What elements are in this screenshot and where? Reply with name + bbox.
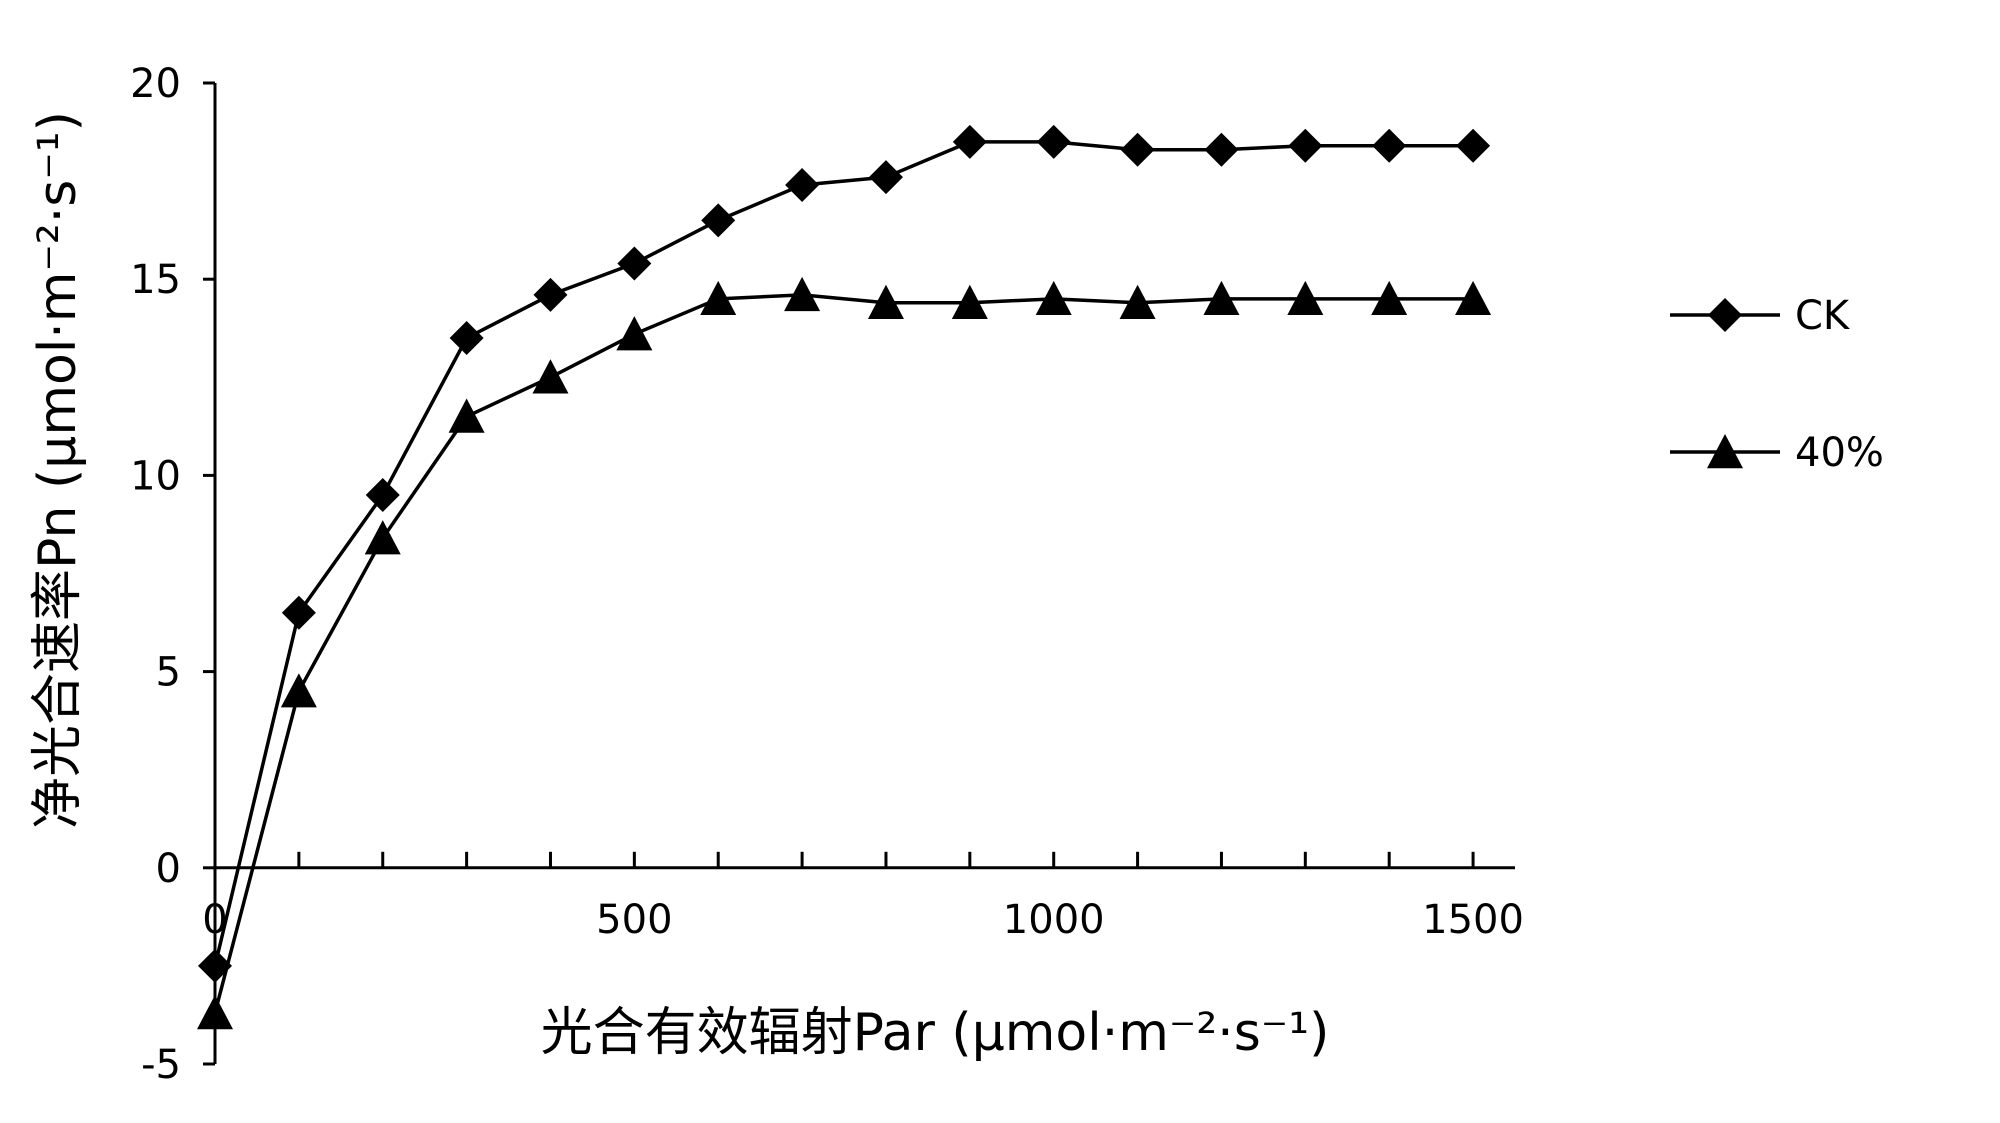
x-tick-label: 1000 — [1003, 897, 1105, 943]
series-triangle — [197, 276, 1492, 1030]
data-point — [1455, 280, 1492, 316]
series-line — [213, 140, 1474, 967]
data-point — [951, 284, 988, 319]
legend-label: CK — [1795, 293, 1851, 339]
legend-item: CK — [1670, 293, 1851, 339]
data-point — [1203, 280, 1240, 316]
data-point — [1287, 280, 1324, 316]
data-point — [1288, 128, 1323, 163]
data-point — [1204, 132, 1239, 167]
legend-item: 40% — [1670, 430, 1884, 476]
data-point — [952, 124, 987, 159]
data-point — [1372, 128, 1407, 163]
data-point — [364, 520, 401, 555]
series-diamond — [198, 124, 1491, 983]
y-axis-title: 净光合速率Pn (μmol·m⁻²·s⁻¹) — [28, 111, 88, 829]
y-tick-label: 15 — [130, 257, 181, 303]
y-tick-label: 5 — [156, 650, 181, 696]
data-point — [700, 280, 737, 316]
data-point — [867, 284, 904, 319]
data-point — [533, 277, 568, 312]
data-point — [532, 359, 569, 394]
series-layer — [197, 124, 1492, 1030]
data-point — [1035, 280, 1072, 316]
data-point — [868, 160, 903, 195]
data-point — [365, 478, 400, 513]
data-point — [280, 673, 317, 708]
data-point — [1456, 128, 1491, 163]
y-tick-label: -5 — [141, 1042, 181, 1088]
data-point — [784, 276, 821, 312]
data-point — [785, 168, 820, 203]
data-point — [1371, 280, 1408, 316]
data-point — [701, 203, 736, 238]
legend: CK 40% — [1670, 293, 1884, 476]
x-axis-title: 光合有效辐射Par (μmol·m⁻²·s⁻¹) — [541, 1003, 1330, 1063]
y-tick-label: 10 — [130, 453, 181, 499]
x-tick-label: 1500 — [1422, 897, 1524, 943]
data-point — [1036, 124, 1071, 159]
data-point — [1119, 284, 1156, 319]
data-point — [617, 246, 652, 281]
data-point — [197, 994, 233, 1030]
legend-label: 40% — [1795, 430, 1884, 476]
y-tick-label: 0 — [156, 846, 181, 892]
data-point — [449, 321, 484, 356]
legend-marker — [1708, 298, 1742, 332]
data-point — [281, 595, 316, 630]
legend-marker — [1707, 434, 1743, 469]
data-point — [1120, 132, 1155, 167]
x-tick-label: 500 — [596, 897, 672, 943]
data-point — [448, 398, 485, 433]
data-point — [616, 316, 653, 351]
y-tick-label: 20 — [130, 61, 181, 107]
series-line — [213, 293, 1474, 1014]
